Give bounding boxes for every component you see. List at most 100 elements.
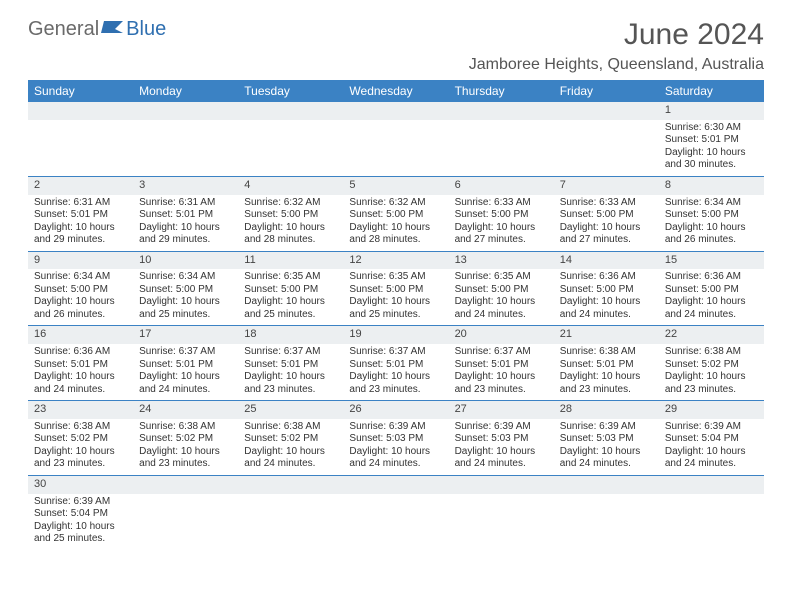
day-body: Sunrise: 6:30 AMSunset: 5:01 PMDaylight:… [659, 120, 764, 176]
day-info-line: Daylight: 10 hours and 25 minutes. [244, 296, 337, 321]
day-body: Sunrise: 6:33 AMSunset: 5:00 PMDaylight:… [449, 195, 554, 251]
day-body: Sunrise: 6:39 AMSunset: 5:03 PMDaylight:… [343, 419, 448, 475]
day-info-line: Sunrise: 6:37 AM [349, 346, 442, 359]
day-info-line: Daylight: 10 hours and 24 minutes. [139, 371, 232, 396]
day-info-line: Sunset: 5:00 PM [349, 209, 442, 222]
day-body: Sunrise: 6:38 AMSunset: 5:02 PMDaylight:… [659, 344, 764, 400]
day-info-line: Sunset: 5:00 PM [139, 284, 232, 297]
weekday-header: Thursday [449, 80, 554, 102]
day-info-line: Sunrise: 6:39 AM [560, 421, 653, 434]
empty-day [133, 476, 238, 494]
day-info-line: Sunset: 5:01 PM [455, 359, 548, 372]
day-number: 27 [449, 401, 554, 419]
empty-day [554, 476, 659, 494]
day-body: Sunrise: 6:31 AMSunset: 5:01 PMDaylight:… [28, 195, 133, 251]
weekday-header: Wednesday [343, 80, 448, 102]
day-number: 16 [28, 326, 133, 344]
day-cell: 29Sunrise: 6:39 AMSunset: 5:04 PMDayligh… [659, 401, 764, 475]
day-body: Sunrise: 6:35 AMSunset: 5:00 PMDaylight:… [449, 269, 554, 325]
day-info-line: Daylight: 10 hours and 25 minutes. [34, 521, 127, 546]
day-number: 24 [133, 401, 238, 419]
day-body: Sunrise: 6:36 AMSunset: 5:00 PMDaylight:… [659, 269, 764, 325]
day-info-line: Sunset: 5:01 PM [244, 359, 337, 372]
day-cell: 18Sunrise: 6:37 AMSunset: 5:01 PMDayligh… [238, 326, 343, 400]
day-number: 11 [238, 252, 343, 270]
day-info-line: Daylight: 10 hours and 24 minutes. [349, 446, 442, 471]
day-number: 21 [554, 326, 659, 344]
page-subtitle: Jamboree Heights, Queensland, Australia [28, 56, 764, 74]
day-cell: 30Sunrise: 6:39 AMSunset: 5:04 PMDayligh… [28, 476, 133, 550]
day-number: 22 [659, 326, 764, 344]
week-row: 30Sunrise: 6:39 AMSunset: 5:04 PMDayligh… [28, 476, 764, 550]
day-cell: 22Sunrise: 6:38 AMSunset: 5:02 PMDayligh… [659, 326, 764, 400]
day-number: 5 [343, 177, 448, 195]
day-info-line: Sunrise: 6:34 AM [139, 271, 232, 284]
day-number: 20 [449, 326, 554, 344]
day-info-line: Sunset: 5:00 PM [34, 284, 127, 297]
day-cell: 13Sunrise: 6:35 AMSunset: 5:00 PMDayligh… [449, 252, 554, 326]
day-info-line: Daylight: 10 hours and 24 minutes. [455, 296, 548, 321]
day-info-line: Sunrise: 6:32 AM [244, 197, 337, 210]
logo-text-1: General [28, 18, 99, 41]
day-info-line: Sunrise: 6:33 AM [560, 197, 653, 210]
empty-day [659, 476, 764, 494]
day-body: Sunrise: 6:37 AMSunset: 5:01 PMDaylight:… [238, 344, 343, 400]
day-info-line: Sunset: 5:00 PM [244, 209, 337, 222]
day-number: 7 [554, 177, 659, 195]
weekday-header: Monday [133, 80, 238, 102]
day-info-line: Daylight: 10 hours and 23 minutes. [560, 371, 653, 396]
day-info-line: Daylight: 10 hours and 24 minutes. [560, 296, 653, 321]
week-row: 2Sunrise: 6:31 AMSunset: 5:01 PMDaylight… [28, 177, 764, 252]
day-number: 10 [133, 252, 238, 270]
day-cell: 12Sunrise: 6:35 AMSunset: 5:00 PMDayligh… [343, 252, 448, 326]
day-number: 13 [449, 252, 554, 270]
day-cell: 27Sunrise: 6:39 AMSunset: 5:03 PMDayligh… [449, 401, 554, 475]
weekday-header: Tuesday [238, 80, 343, 102]
day-info-line: Sunset: 5:00 PM [560, 284, 653, 297]
day-cell: 21 Sunrise: 6:38 AMSunset: 5:01 PMDayligh… [554, 326, 659, 400]
day-cell: 5Sunrise: 6:32 AMSunset: 5:00 PMDaylight… [343, 177, 448, 251]
day-body: Sunrise: 6:37 AMSunset: 5:01 PMDaylight:… [449, 344, 554, 400]
day-cell: 11Sunrise: 6:35 AMSunset: 5:00 PMDayligh… [238, 252, 343, 326]
day-info-line: Sunrise: 6:38 AM [244, 421, 337, 434]
day-cell [238, 476, 343, 550]
day-cell [659, 476, 764, 550]
day-body: Sunrise: 6:37 AMSunset: 5:01 PMDaylight:… [133, 344, 238, 400]
day-cell: 3Sunrise: 6:31 AMSunset: 5:01 PMDaylight… [133, 177, 238, 251]
day-cell: 9Sunrise: 6:34 AMSunset: 5:00 PMDaylight… [28, 252, 133, 326]
day-info-line: Daylight: 10 hours and 24 minutes. [665, 446, 758, 471]
day-info-line: Daylight: 10 hours and 26 minutes. [665, 222, 758, 247]
day-cell: 20Sunrise: 6:37 AMSunset: 5:01 PMDayligh… [449, 326, 554, 400]
day-info-line: Sunset: 5:03 PM [560, 433, 653, 446]
day-info-line: Sunrise: 6:37 AM [455, 346, 548, 359]
day-info-line: Daylight: 10 hours and 26 minutes. [34, 296, 127, 321]
empty-day [554, 102, 659, 120]
day-info-line: Daylight: 10 hours and 23 minutes. [455, 371, 548, 396]
day-body: Sunrise: 6:31 AMSunset: 5:01 PMDaylight:… [133, 195, 238, 251]
day-info-line: Sunset: 5:02 PM [34, 433, 127, 446]
day-info-line: Sunset: 5:01 PM [560, 359, 653, 372]
day-info-line: Sunrise: 6:39 AM [455, 421, 548, 434]
day-info-line: Sunset: 5:02 PM [139, 433, 232, 446]
day-number: 30 [28, 476, 133, 494]
day-cell [133, 476, 238, 550]
day-info-line: Daylight: 10 hours and 30 minutes. [665, 147, 758, 172]
logo-flag-icon [101, 18, 125, 41]
day-number: 14 [554, 252, 659, 270]
day-cell: 8Sunrise: 6:34 AMSunset: 5:00 PMDaylight… [659, 177, 764, 251]
day-info-line: Daylight: 10 hours and 24 minutes. [455, 446, 548, 471]
day-info-line: Daylight: 10 hours and 29 minutes. [139, 222, 232, 247]
day-body: Sunrise: 6:39 AMSunset: 5:03 PMDaylight:… [554, 419, 659, 475]
day-cell [554, 476, 659, 550]
day-number: 28 [554, 401, 659, 419]
day-cell: 7Sunrise: 6:33 AMSunset: 5:00 PMDaylight… [554, 177, 659, 251]
day-body: Sunrise: 6:39 AMSunset: 5:04 PMDaylight:… [659, 419, 764, 475]
day-info-line: Sunrise: 6:38 AM [560, 346, 653, 359]
day-info-line: Sunrise: 6:31 AM [34, 197, 127, 210]
day-info-line: Sunset: 5:01 PM [349, 359, 442, 372]
day-info-line: Sunset: 5:00 PM [560, 209, 653, 222]
day-info-line: Sunrise: 6:37 AM [139, 346, 232, 359]
day-info-line: Sunset: 5:00 PM [244, 284, 337, 297]
logo: General Blue [28, 18, 166, 41]
day-info-line: Sunset: 5:01 PM [665, 134, 758, 147]
